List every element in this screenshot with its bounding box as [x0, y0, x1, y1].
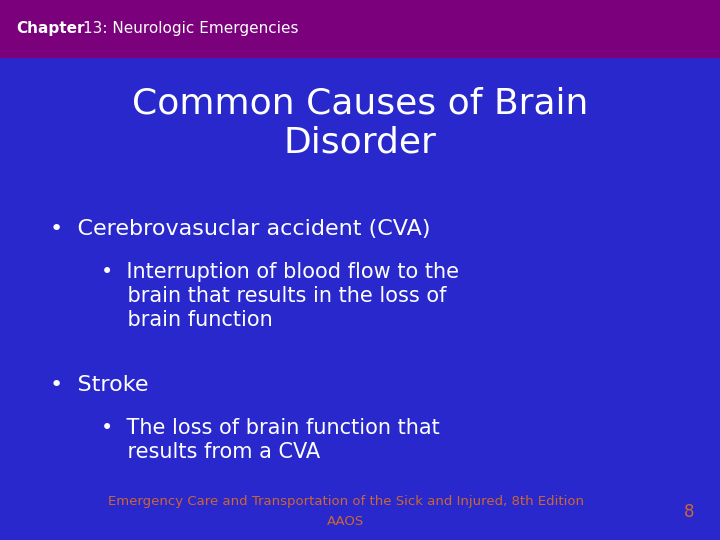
Text: 13: Neurologic Emergencies: 13: Neurologic Emergencies: [83, 21, 298, 36]
Text: •  Interruption of blood flow to the
    brain that results in the loss of
    b: • Interruption of blood flow to the brai…: [101, 262, 459, 330]
Text: Chapter: Chapter: [16, 21, 84, 36]
Text: •  Cerebrovasuclar accident (CVA): • Cerebrovasuclar accident (CVA): [50, 219, 431, 239]
Text: AAOS: AAOS: [327, 515, 364, 528]
Text: •  Stroke: • Stroke: [50, 375, 149, 395]
Text: Common Causes of Brain
Disorder: Common Causes of Brain Disorder: [132, 86, 588, 160]
Text: Emergency Care and Transportation of the Sick and Injured, 8th Edition: Emergency Care and Transportation of the…: [107, 495, 584, 509]
Bar: [0, 483, 720, 540]
Bar: [0, 0, 720, 57]
Text: •  The loss of brain function that
    results from a CVA: • The loss of brain function that result…: [101, 418, 439, 462]
Text: 8: 8: [684, 503, 695, 521]
